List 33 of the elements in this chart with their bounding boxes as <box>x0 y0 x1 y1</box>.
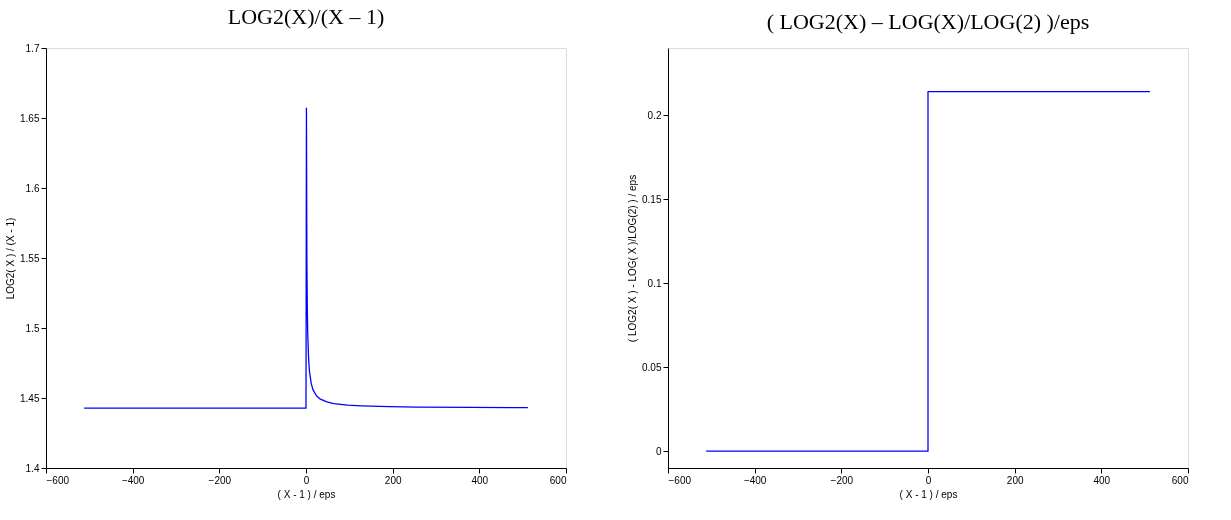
y-axis-title: LOG2( X ) / (X - 1) <box>5 217 17 300</box>
x-tick-label: 600 <box>1171 474 1189 486</box>
y-tick-label: 1.5 <box>25 322 40 334</box>
chart-title: ( LOG2(X) – LOG(X)/LOG(2) )/eps <box>766 9 1090 34</box>
y-tick-label: 1.6 <box>25 182 40 194</box>
x-tick-label: 400 <box>1093 474 1111 486</box>
x-tick-label: 600 <box>549 474 567 486</box>
y-axis-title: ( LOG2( X ) - LOG( X )/LOG(2) ) / eps <box>627 174 639 343</box>
y-tick-label: 0.2 <box>647 109 662 121</box>
x-tick-label: −200 <box>208 474 232 486</box>
y-tick-label: 1.7 <box>25 42 40 54</box>
x-tick-label: 200 <box>1006 474 1024 486</box>
x-tick-label: 200 <box>384 474 402 486</box>
y-tick-label: 1.4 <box>25 462 40 474</box>
x-tick-label: −600 <box>46 474 70 486</box>
y-tick-label: 1.45 <box>20 392 40 404</box>
x-tick-label: −400 <box>743 474 767 486</box>
line-series <box>83 107 529 409</box>
chart-title: LOG2(X)/(X – 1) <box>227 4 385 29</box>
y-tick-label: 1.65 <box>20 112 40 124</box>
y-tick-label: 0 <box>655 445 662 457</box>
x-tick-label: 0 <box>925 474 932 486</box>
y-tick-label: 1.55 <box>20 252 40 264</box>
x-tick-label: −200 <box>830 474 854 486</box>
x-tick-label: −600 <box>668 474 692 486</box>
x-tick-label: 400 <box>471 474 489 486</box>
x-axis-title: ( X - 1 ) / eps <box>899 488 958 500</box>
x-axis-title: ( X - 1 ) / eps <box>277 488 336 500</box>
x-tick-label: 0 <box>303 474 310 486</box>
y-tick-label: 0.05 <box>642 361 662 373</box>
y-tick-label: 0.1 <box>647 277 662 289</box>
y-tick-label: 0.15 <box>642 193 662 205</box>
x-tick-label: −400 <box>121 474 145 486</box>
